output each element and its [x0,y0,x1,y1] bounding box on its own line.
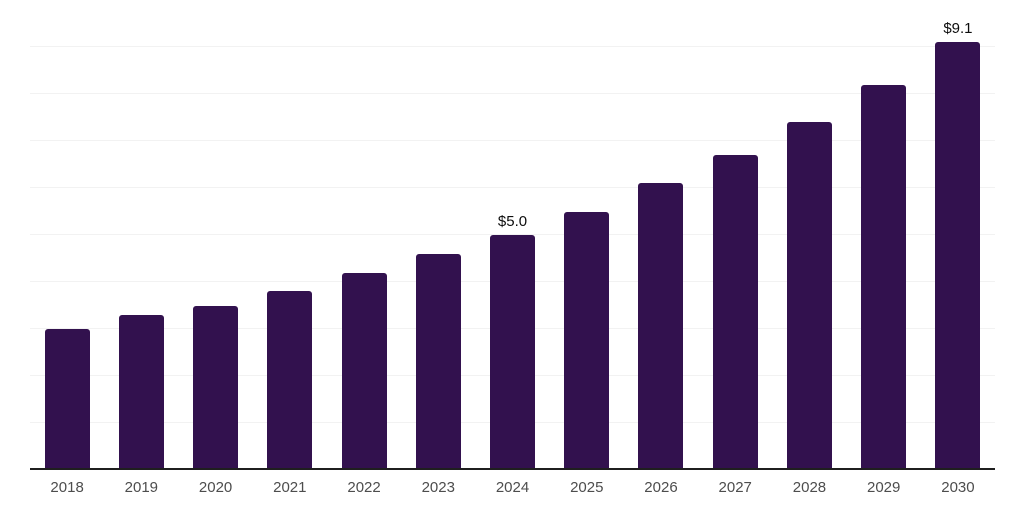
gridline [30,46,995,47]
bar-slot [847,0,921,470]
gridline [30,187,995,188]
bar-slot: $5.0 [475,0,549,470]
bar-value-label: $5.0 [497,213,528,230]
bar-2023 [415,253,461,470]
bar-slot [698,0,772,470]
bar-slot [772,0,846,470]
x-tick-label-2027: 2027 [718,479,752,496]
bar-slot [30,0,104,470]
bar-slot [253,0,327,470]
bar-2030: $9.1 [935,20,981,470]
bar-2026 [638,183,684,470]
bar-slot [178,0,252,470]
bar-slot: $9.1 [921,0,995,470]
x-tick-label-2025: 2025 [570,479,604,496]
bar-2024: $5.0 [490,213,536,470]
x-tick-label-2026: 2026 [644,479,678,496]
bar-2028 [786,122,832,470]
gridline [30,140,995,141]
bar-2029 [861,84,907,470]
bar-2019 [118,314,164,470]
bar-slot [550,0,624,470]
bar-slot [327,0,401,470]
x-axis-tick-labels: 2018 2019 2020 2021 2022 2023 2024 2025 2026 2027… [30,479,995,496]
x-axis-line [30,468,995,470]
gridline [30,93,995,94]
x-tick-label-2023: 2023 [421,479,455,496]
bar-value-label: $9.1 [943,20,973,38]
x-tick-label-2021: 2021 [273,479,307,496]
bar-2022 [341,272,387,470]
x-tick-label-2022: 2022 [347,479,381,496]
bar-slot [104,0,178,470]
bar-slot [401,0,475,470]
x-tick-label-2030: 2030 [941,479,975,496]
x-tick-label-2024: 2024 [495,479,530,496]
x-tick-label-2019: 2019 [124,479,159,496]
x-tick-label-2029: 2029 [867,479,901,496]
plot-area: $5.0 $9.1 [30,0,995,470]
bars-container: $5.0 $9.1 [30,0,995,470]
bar-2025 [564,211,610,470]
bar-2020 [193,305,239,470]
bar-2018 [44,329,90,470]
bar-2021 [267,291,313,470]
gridline [30,234,995,235]
x-tick-label-2018: 2018 [50,479,84,496]
x-tick-label-2028: 2028 [792,479,827,496]
bar-slot [624,0,698,470]
bar-2027 [712,155,758,470]
x-tick-label-2020: 2020 [198,479,233,496]
